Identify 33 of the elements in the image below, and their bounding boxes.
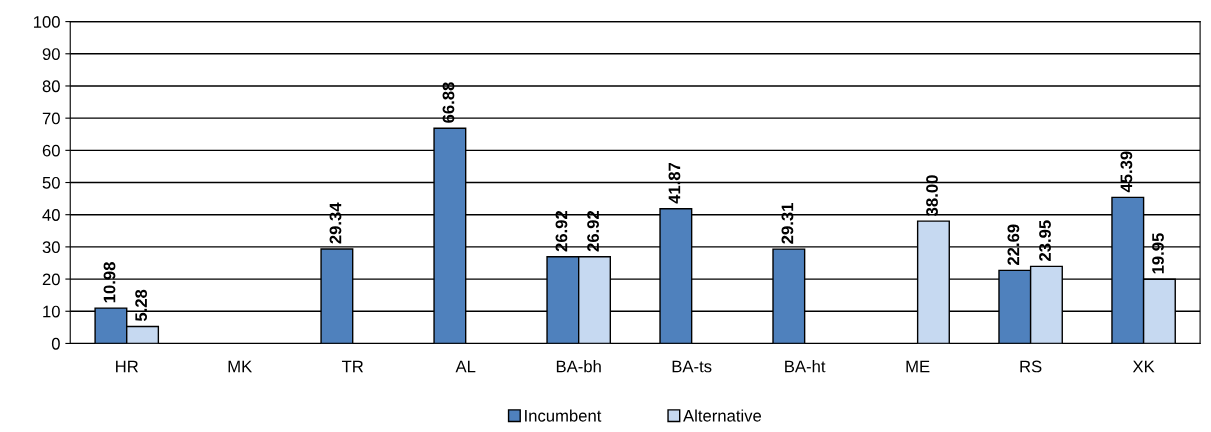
x-tick-label: BA-bh [556,360,601,373]
x-tick-label: ME [906,360,930,373]
x-tick-label: XK [1132,360,1155,373]
legend-label: Incumbent [525,409,602,422]
x-tick-label: TR [341,360,364,373]
legend-label: Alternative [683,409,762,422]
y-tick-label: 90 [42,48,60,60]
y-tick-label: 10 [43,305,60,318]
data-label: 5.28 [135,289,148,322]
data-label: 22.69 [1007,224,1020,266]
x-tick-label: AL [455,360,476,373]
x-tick-label: MK [228,360,253,373]
data-label: 26.92 [587,210,599,252]
x-tick-label: HR [116,360,138,373]
x-tick-label: BA-ht [785,360,826,373]
y-tick-label: 20 [42,273,60,286]
data-label: 26.92 [555,210,568,252]
data-label: 45.39 [1120,151,1133,193]
y-tick-label: 100 [33,16,60,28]
y-tick-label: 40 [42,209,60,221]
x-tick-label: RS [1020,360,1042,373]
data-label: 23.95 [1039,220,1051,261]
data-label: 66.88 [442,82,455,123]
x-tick-label: BA-ts [672,360,712,373]
y-tick-label: 70 [42,112,60,125]
data-label: 10.98 [103,262,116,303]
data-label: 19.95 [1152,233,1164,274]
y-tick-label: 80 [42,80,60,93]
y-tick-label: 30 [42,241,60,254]
y-tick-label: 50 [42,176,60,189]
y-tick-label: 0 [51,337,60,350]
y-tick-label: 60 [42,144,60,157]
data-label: 41.87 [668,162,681,204]
